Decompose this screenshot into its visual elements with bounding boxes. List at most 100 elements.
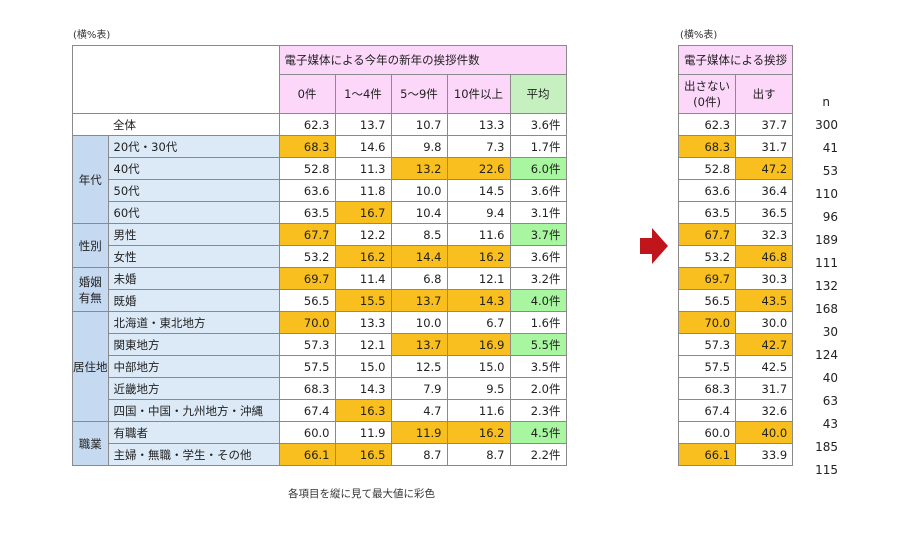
column-header: 5～9件 [390,74,448,114]
row-label: 中部地方 [107,355,280,378]
value-cell: 57.5 [278,355,336,378]
value-cell: 13.7 [334,113,392,136]
value-cell: 63.5 [677,201,737,224]
row-label: 近畿地方 [107,377,280,400]
value-cell: 30.3 [735,267,794,290]
table-row: 62.3 37.7 [677,113,794,136]
value-cell: 4.7 [390,399,448,422]
table-row: 60.0 40.0 [677,421,794,444]
value-cell: 10.0 [390,179,448,202]
value-cell: 60.0 [278,421,336,444]
table-row: 年代 20代・30代 68.3 14.6 9.8 7.3 1.7件 [72,135,567,224]
value-cell: 3.7件 [509,223,567,246]
value-cell: 11.6 [446,399,511,422]
right-arrow-icon [640,228,668,264]
value-cell: 36.4 [735,179,794,202]
value-cell: 70.0 [278,311,336,334]
value-cell: 46.8 [735,245,794,268]
row-label: 男性 [107,223,280,246]
value-cell: 16.2 [446,421,511,444]
n-value: 41 [822,141,838,155]
n-value: 124 [815,348,838,362]
value-cell: 33.9 [735,443,794,466]
table-row: 70.0 30.0 [677,311,794,334]
table-row: 関東地方 57.3 12.1 13.7 16.9 5.5件 [73,333,567,356]
value-cell: 63.6 [278,179,336,202]
n-value: 115 [815,463,838,477]
table-row: 67.4 32.6 [677,399,794,422]
row-label: 主婦・無職・学生・その他 [107,443,280,466]
value-cell: 16.2 [334,245,392,268]
unit-label-right: (横%表) [680,30,718,41]
table-row: 67.7 32.3 [677,223,794,246]
value-cell: 14.3 [334,377,392,400]
table-row: 69.7 30.3 [677,267,794,290]
table-row: 婚姻 有無 未婚 69.7 11.4 6.8 12.1 3.2件 [72,267,567,312]
value-cell: 31.7 [735,135,794,158]
value-cell: 7.3 [446,135,511,158]
row-label: 有職者 [107,421,280,444]
value-cell: 3.6件 [509,113,567,136]
n-value: 300 [815,118,838,132]
value-cell: 1.6件 [509,311,567,334]
left-table: 電子媒体による今年の新年の挨拶件数 0件 1～4件 5～9件 10件以上 平均 全体 62.3… [72,45,567,466]
value-cell: 42.7 [735,333,794,356]
value-cell: 5.5件 [509,333,567,356]
value-cell: 62.3 [278,113,336,136]
value-cell: 57.5 [677,355,737,378]
value-cell: 36.5 [735,201,794,224]
n-value: 30 [822,325,838,339]
value-cell: 13.7 [390,333,448,356]
value-cell: 13.2 [390,157,448,180]
n-column: n 300 41 53 110 96 189 111 132 168 30 124 40 63 43 185… [798,91,838,477]
value-cell: 67.7 [278,223,336,246]
group-header: 電子媒体による今年の新年の挨拶件数 [278,45,567,75]
n-value: 185 [815,440,838,454]
value-cell: 12.2 [334,223,392,246]
column-header: 0件 [278,74,336,114]
group-label-blank [72,113,108,136]
table-row: 60代 63.5 16.7 10.4 9.4 3.1件 [73,201,567,224]
table-row: 近畿地方 68.3 14.3 7.9 9.5 2.0件 [73,377,567,400]
value-cell: 2.2件 [509,443,567,466]
group-label: 職業 [72,421,109,466]
value-cell: 12.1 [446,267,511,290]
value-cell: 12.1 [334,333,392,356]
table-row: 中部地方 57.5 15.0 12.5 15.0 3.5件 [73,355,567,378]
value-cell: 69.7 [278,267,336,290]
value-cell: 56.5 [278,289,336,312]
value-cell: 8.5 [390,223,448,246]
value-cell: 68.3 [278,377,336,400]
value-cell: 10.7 [390,113,448,136]
table-row: 全体 62.3 13.7 10.7 13.3 3.6件 [72,113,567,136]
group-label: 性別 [72,223,109,268]
value-cell: 11.3 [334,157,392,180]
value-cell: 6.0件 [509,157,567,180]
table-row: 職業 有職者 60.0 11.9 11.9 16.2 4.5件 [72,421,567,466]
value-cell: 11.8 [334,179,392,202]
value-cell: 11.9 [390,421,448,444]
n-value: 96 [822,210,838,224]
value-cell: 31.7 [735,377,794,400]
value-cell: 15.0 [446,355,511,378]
table-row: 68.3 31.7 [677,377,794,400]
value-cell: 53.2 [677,245,737,268]
value-cell: 11.6 [446,223,511,246]
value-cell: 2.0件 [509,377,567,400]
table-row: 主婦・無職・学生・その他 66.1 16.5 8.7 8.7 2.2件 [73,443,567,466]
value-cell: 68.3 [677,377,737,400]
value-cell: 60.0 [677,421,737,444]
n-value: 43 [822,417,838,431]
table-row: 居住地 北海道・東北地方 70.0 13.3 10.0 6.7 1.6件 [72,311,567,422]
value-cell: 42.5 [735,355,794,378]
value-cell: 69.7 [677,267,737,290]
value-cell: 4.5件 [509,421,567,444]
value-cell: 8.7 [390,443,448,466]
table-row: 63.5 36.5 [677,201,794,224]
value-cell: 68.3 [677,135,737,158]
row-label: 20代・30代 [107,135,280,158]
value-cell: 16.3 [334,399,392,422]
value-cell: 6.8 [390,267,448,290]
value-cell: 68.3 [278,135,336,158]
table-row: 52.8 47.2 [677,157,794,180]
